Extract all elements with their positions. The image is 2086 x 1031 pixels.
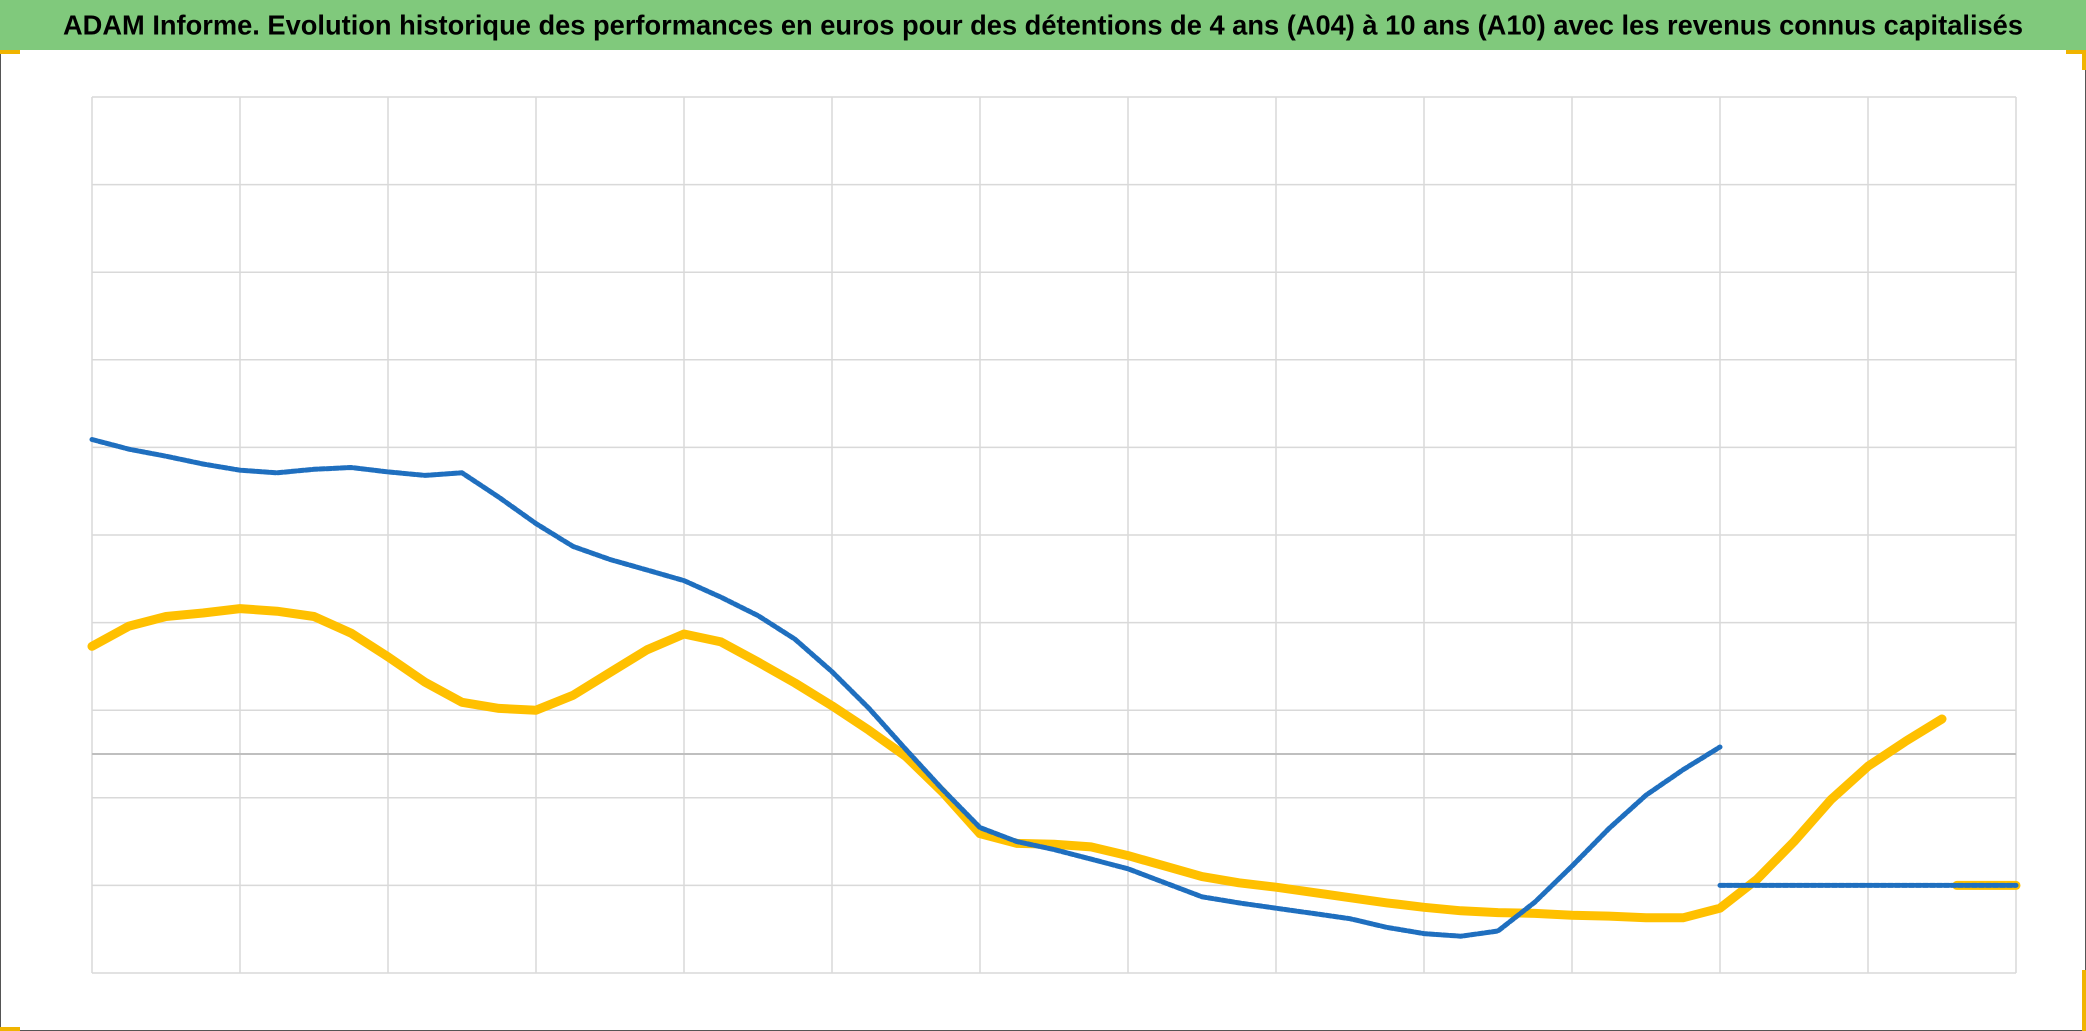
corner-handles (0, 50, 2086, 1031)
corner-handle (2082, 970, 2086, 1031)
plot-area (87, 437, 2021, 939)
chart-title: ADAM Informe. Evolution historique des p… (63, 9, 2023, 40)
series-line (89, 437, 1723, 939)
grid (91, 96, 2017, 974)
corner-handle (2082, 50, 2086, 70)
corner-handle (0, 1027, 20, 1031)
title-bar (0, 0, 2086, 50)
corner-handle (2066, 50, 2086, 54)
corner-handle (0, 50, 20, 54)
